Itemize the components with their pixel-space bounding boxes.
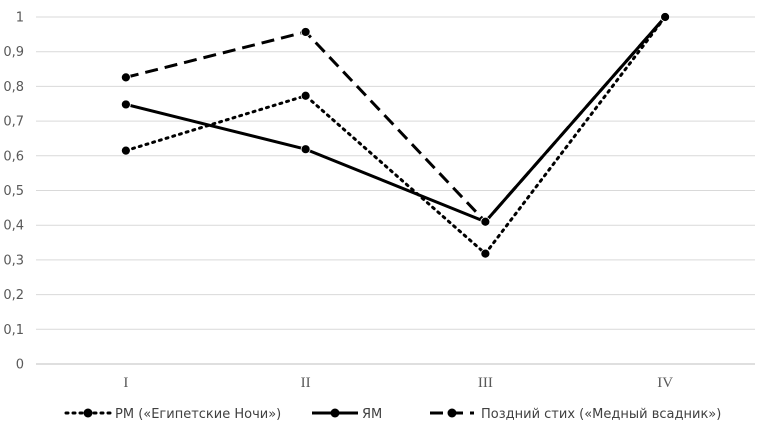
x-axis-ticks: I II III IV [123,375,673,391]
series-0-point-2[interactable] [480,248,491,259]
y-tick-label: 0 [16,358,24,373]
y-tick-label: 0,4 [3,219,24,234]
legend-item-2[interactable]: Поздний стих («Медный всадник») [430,407,721,422]
legend-marker-2 [447,408,457,418]
y-tick-label: 0,3 [3,253,24,268]
series-2-point-1[interactable] [300,27,311,37]
series-0-point-0[interactable] [120,145,131,156]
legend-label-1: ЯМ [362,407,382,422]
y-tick-label: 0,7 [3,115,24,130]
series-line-2 [125,16,667,224]
x-tick-label: III [478,375,493,391]
series-2-point-3[interactable] [660,12,671,22]
x-tick-label: I [123,375,128,391]
y-tick-label: 0,8 [3,80,24,95]
series-line-0 [124,15,667,256]
y-tick-label: 0,9 [3,45,24,60]
legend-item-1[interactable]: ЯМ [312,407,382,422]
legend-marker-0 [83,408,93,418]
x-tick-label: II [301,375,311,391]
series-2-point-2[interactable] [480,216,491,227]
legend: РМ («Египетские Ночи») ЯМ Поздний стих (… [64,407,721,422]
y-tick-label: 0,2 [3,288,24,303]
legend-label-2: Поздний стих («Медный всадник») [481,407,721,422]
series-group [120,12,671,259]
y-tick-label: 0,1 [3,323,24,338]
series-1-point-0[interactable] [120,99,131,110]
series-0-point-1[interactable] [300,90,311,101]
x-tick-label: IV [657,375,673,391]
legend-label-0: РМ («Египетские Ночи») [115,407,281,422]
y-tick-label: 1 [16,11,24,26]
y-axis-ticks: 0 0,1 0,2 0,3 0,4 0,5 0,6 0,7 0,8 0,9 1 [3,11,24,373]
legend-item-0[interactable]: РМ («Египетские Ночи») [64,407,281,422]
series-1-point-1[interactable] [300,144,311,155]
series-2-point-0[interactable] [120,72,131,83]
series-line-1 [125,16,667,224]
gridlines [36,16,755,365]
legend-marker-1 [330,408,340,418]
y-tick-label: 0,5 [3,184,24,199]
y-tick-label: 0,6 [3,149,24,164]
